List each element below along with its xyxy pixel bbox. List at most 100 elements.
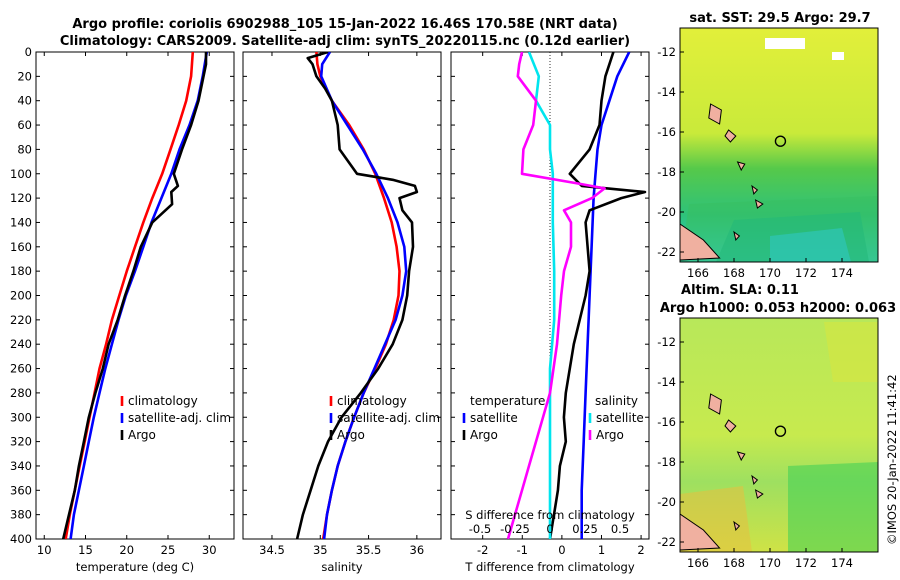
- x-tick-label: 34.5: [259, 543, 285, 557]
- y-tick-label: 200: [10, 289, 32, 303]
- sst-map-title: sat. SST: 29.5 Argo: 29.7: [689, 11, 870, 26]
- map-y-tick-label: -20: [657, 205, 676, 219]
- legend-label: climatology: [337, 394, 407, 408]
- y-tick-label: 300: [10, 410, 32, 424]
- x-tick-label: 20: [119, 543, 134, 557]
- sst-map-frame: [679, 27, 879, 263]
- island-landmass: [680, 223, 721, 261]
- map-field-patch: [788, 462, 878, 552]
- y-tick-label: 60: [17, 118, 32, 132]
- x-tick-label: 35.5: [356, 543, 382, 557]
- x-tick-label: 25: [161, 543, 176, 557]
- series-line-satellite-adj-clim: [319, 52, 408, 539]
- legend-label: climatology: [128, 394, 198, 408]
- map-x-tick-label: 166: [687, 556, 709, 570]
- x-tick-label: -1: [517, 543, 528, 557]
- island-landmass: [708, 393, 722, 415]
- y-tick-label: 40: [17, 94, 32, 108]
- salinity-axes-box: [242, 51, 442, 540]
- map-y-tick-label: -18: [657, 455, 676, 469]
- imos-credit: ©IMOS 20-Jan-2022 11:41:42: [885, 374, 899, 545]
- y-tick-label: 120: [10, 191, 32, 205]
- salinity-panel: 34.5 35 35.5 36 salinity climatology satelli…: [242, 51, 442, 574]
- y-tick-label: 400: [10, 532, 32, 546]
- legend-label: Argo: [596, 428, 624, 442]
- sla-map-frame: [679, 317, 879, 553]
- x-tick-label: 30: [202, 543, 217, 557]
- map-y-tick-label: -20: [657, 495, 676, 509]
- map-field-patch: [824, 322, 878, 382]
- y-tick-label: 260: [10, 362, 32, 376]
- x-tick-label: 15: [78, 543, 93, 557]
- y-tick-label: 220: [10, 313, 32, 327]
- s-difference-xlabel: S difference from climatology: [465, 508, 635, 522]
- temperature-xlabel: temperature (deg C): [76, 560, 194, 574]
- x-tick-label: 10: [37, 543, 52, 557]
- map-x-tick-label: 170: [759, 556, 781, 570]
- argo-float-marker: [774, 135, 787, 147]
- s-tick-label: -0.25: [500, 522, 530, 536]
- y-tick-label: 0: [25, 45, 32, 59]
- s-tick-label: 0: [546, 522, 553, 536]
- map-x-tick-label: 172: [795, 266, 817, 280]
- island-landmass: [736, 161, 746, 172]
- legend-label: satellite: [596, 411, 644, 425]
- map-x-tick-label: 172: [795, 556, 817, 570]
- island-landmass: [754, 199, 764, 209]
- map-x-tick-label: 168: [723, 266, 745, 280]
- map-y-tick-label: -22: [657, 535, 676, 549]
- y-tick-label: 100: [10, 167, 32, 181]
- map-y-tick-label: -16: [657, 415, 676, 429]
- map-x-tick-label: 170: [759, 266, 781, 280]
- legend-label: Argo: [470, 428, 498, 442]
- sla-map: Altim. SLA: 0.11 Argo h1000: 0.053 h2000…: [657, 283, 896, 570]
- map-y-tick-label: -14: [657, 85, 676, 99]
- map-y-tick-label: -14: [657, 375, 676, 389]
- map-x-tick-label: 174: [831, 266, 853, 280]
- y-tick-label: 180: [10, 264, 32, 278]
- series-line-s-satellite: [527, 52, 556, 539]
- legend-title-temperature: temperature: [470, 394, 545, 408]
- map-y-tick-label: -12: [657, 45, 676, 59]
- s-tick-label: 0.25: [572, 522, 598, 536]
- legend-label: satellite-adj. clim: [128, 411, 231, 425]
- sst-missing-data: [765, 38, 805, 49]
- island-landmass: [736, 451, 746, 462]
- difference-panel: -2 -1 0 1 2 T difference from climatology S …: [450, 51, 650, 574]
- x-tick-label: 1: [598, 543, 605, 557]
- s-tick-label: 0.5: [611, 522, 629, 536]
- map-x-tick-label: 168: [723, 556, 745, 570]
- series-line-t-satellite: [580, 52, 631, 539]
- y-tick-label: 380: [10, 508, 32, 522]
- argo-float-marker: [774, 425, 787, 437]
- x-tick-label: 0: [558, 543, 565, 557]
- y-tick-label: 140: [10, 215, 32, 229]
- y-tick-label: 160: [10, 240, 32, 254]
- sla-map-title: Altim. SLA: 0.11: [681, 283, 799, 298]
- map-y-tick-label: -12: [657, 335, 676, 349]
- x-tick-label: -2: [477, 543, 488, 557]
- temperature-axes-box: [35, 51, 235, 540]
- x-tick-label: 36: [410, 543, 425, 557]
- map-y-tick-label: -16: [657, 125, 676, 139]
- map-y-tick-label: -22: [657, 245, 676, 259]
- island-landmass: [724, 129, 737, 143]
- sst-missing-data: [832, 52, 844, 60]
- title-line-1: Argo profile: coriolis 6902988_105 15-Ja…: [72, 17, 617, 32]
- y-tick-label: 320: [10, 435, 32, 449]
- legend-label: satellite-adj. clim: [337, 411, 440, 425]
- map-field-patch: [770, 228, 851, 262]
- map-y-tick-label: -18: [657, 165, 676, 179]
- y-tick-label: 240: [10, 337, 32, 351]
- y-tick-label: 280: [10, 386, 32, 400]
- y-tick-label: 340: [10, 459, 32, 473]
- island-landmass: [733, 520, 741, 532]
- island-landmass: [754, 489, 764, 499]
- y-tick-label: 20: [17, 69, 32, 83]
- series-line-t-argo: [548, 52, 647, 539]
- series-line-s-argo: [506, 52, 606, 539]
- salinity-xlabel: salinity: [321, 560, 362, 574]
- island-landmass: [751, 474, 759, 486]
